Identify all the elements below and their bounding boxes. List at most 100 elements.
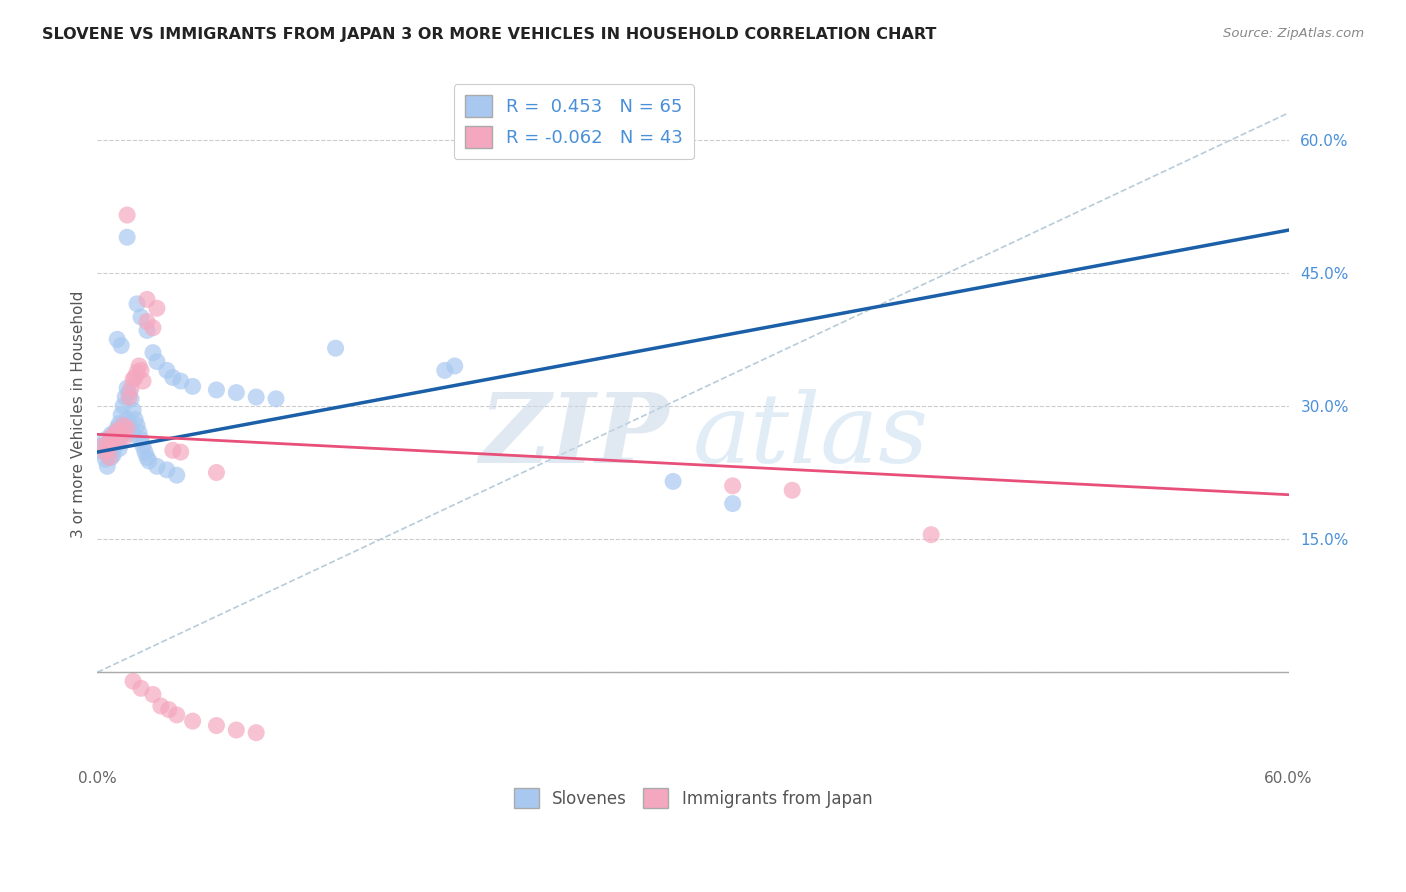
Point	[149, 699, 172, 714]
Point	[98, 450, 121, 465]
Point	[115, 421, 138, 435]
Point	[120, 392, 142, 406]
Point	[443, 359, 465, 373]
Point	[98, 434, 121, 449]
Point	[245, 725, 267, 739]
Point	[156, 463, 179, 477]
Text: SLOVENE VS IMMIGRANTS FROM JAPAN 3 OR MORE VEHICLES IN HOUSEHOLD CORRELATION CHA: SLOVENE VS IMMIGRANTS FROM JAPAN 3 OR MO…	[42, 27, 936, 42]
Point	[96, 439, 118, 453]
Point	[132, 374, 155, 388]
Point	[96, 459, 118, 474]
Point	[98, 443, 121, 458]
Point	[96, 442, 118, 456]
Point	[721, 479, 744, 493]
Point	[112, 425, 135, 440]
Point	[124, 412, 146, 426]
Point	[124, 370, 146, 384]
Point	[91, 439, 114, 453]
Point	[125, 297, 148, 311]
Point	[156, 363, 179, 377]
Point	[104, 427, 127, 442]
Text: atlas: atlas	[693, 389, 929, 483]
Point	[157, 702, 180, 716]
Text: ZIP: ZIP	[479, 389, 669, 483]
Point	[115, 230, 138, 244]
Point	[205, 383, 228, 397]
Point	[103, 448, 125, 462]
Point	[94, 452, 117, 467]
Point	[128, 359, 150, 373]
Point	[162, 443, 184, 458]
Point	[181, 379, 204, 393]
Point	[142, 688, 165, 702]
Point	[112, 399, 135, 413]
Point	[134, 445, 156, 459]
Point	[780, 483, 803, 498]
Point	[136, 323, 159, 337]
Point	[100, 427, 122, 442]
Point	[132, 439, 155, 453]
Point	[100, 450, 122, 465]
Point	[104, 439, 127, 453]
Point	[114, 390, 136, 404]
Point	[205, 718, 228, 732]
Point	[225, 385, 247, 400]
Point	[142, 320, 165, 334]
Point	[94, 433, 117, 447]
Point	[264, 392, 287, 406]
Point	[122, 403, 145, 417]
Point	[105, 434, 128, 449]
Point	[225, 723, 247, 737]
Point	[110, 408, 132, 422]
Point	[136, 315, 159, 329]
Point	[108, 417, 131, 431]
Point	[122, 674, 145, 689]
Point	[118, 390, 141, 404]
Point	[103, 436, 125, 450]
Point	[170, 445, 193, 459]
Point	[122, 372, 145, 386]
Point	[122, 427, 145, 442]
Point	[108, 442, 131, 456]
Point	[110, 338, 132, 352]
Point	[104, 425, 127, 440]
Point	[115, 412, 138, 426]
Point	[90, 439, 112, 453]
Point	[166, 707, 188, 722]
Point	[100, 430, 122, 444]
Point	[721, 497, 744, 511]
Point	[125, 365, 148, 379]
Point	[128, 425, 150, 440]
Point	[115, 208, 138, 222]
Point	[105, 332, 128, 346]
Point	[129, 310, 152, 325]
Point	[146, 301, 169, 316]
Point	[205, 466, 228, 480]
Point	[110, 430, 132, 444]
Point	[129, 433, 152, 447]
Point	[105, 424, 128, 438]
Point	[166, 468, 188, 483]
Point	[136, 450, 159, 465]
Point	[129, 363, 152, 377]
Point	[103, 436, 125, 450]
Point	[142, 345, 165, 359]
Point	[120, 424, 142, 438]
Point	[136, 293, 159, 307]
Point	[245, 390, 267, 404]
Point	[110, 425, 132, 440]
Point	[112, 418, 135, 433]
Text: Source: ZipAtlas.com: Source: ZipAtlas.com	[1223, 27, 1364, 40]
Point	[91, 445, 114, 459]
Point	[181, 714, 204, 728]
Point	[108, 433, 131, 447]
Legend: Slovenes, Immigrants from Japan: Slovenes, Immigrants from Japan	[506, 781, 879, 815]
Point	[129, 681, 152, 696]
Point	[170, 374, 193, 388]
Point	[98, 434, 121, 449]
Point	[162, 370, 184, 384]
Point	[662, 475, 685, 489]
Point	[94, 445, 117, 459]
Point	[105, 421, 128, 435]
Y-axis label: 3 or more Vehicles in Household: 3 or more Vehicles in Household	[72, 291, 86, 539]
